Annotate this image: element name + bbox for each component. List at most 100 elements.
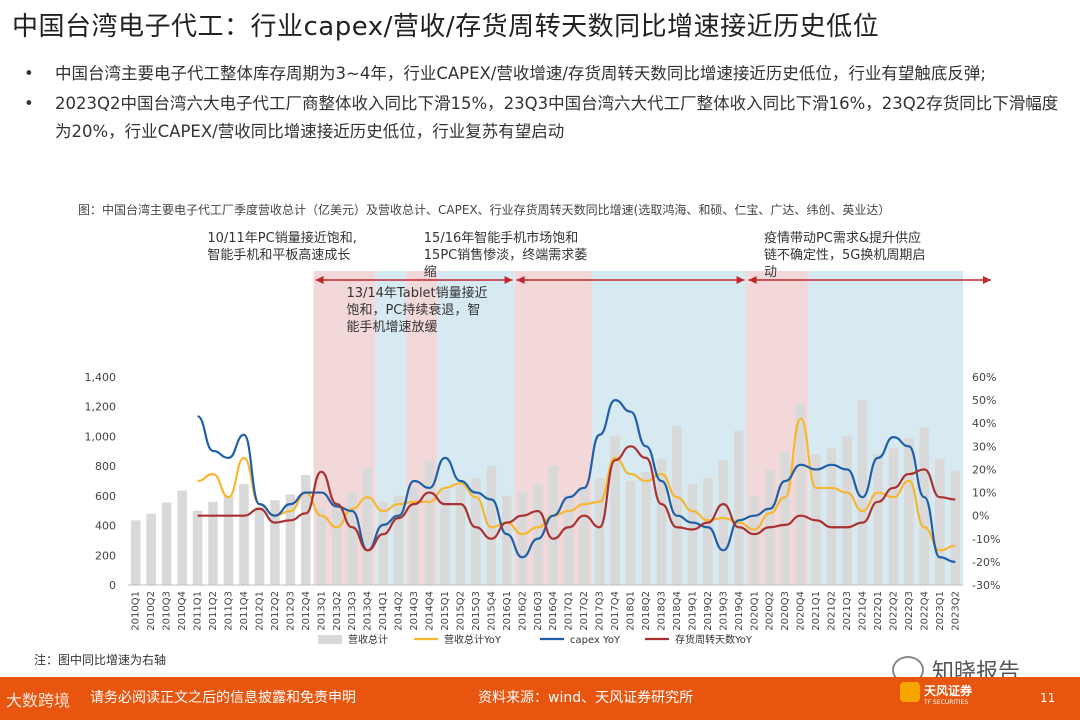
disclaimer-text: 请务必阅读正文之后的信息披露和免责申明 bbox=[90, 690, 356, 706]
legend-label: 营收总计YoY bbox=[444, 633, 502, 646]
revenue-bar bbox=[532, 483, 543, 585]
logo-icon bbox=[900, 682, 920, 702]
right-tick-label: 30% bbox=[972, 440, 996, 453]
revenue-bar bbox=[471, 478, 481, 585]
x-tick-label: 2021Q2 bbox=[827, 591, 838, 631]
source-text: 资料来源：wind、天风证券研究所 bbox=[478, 690, 694, 706]
arrow-head-right bbox=[504, 276, 513, 284]
revenue-bar bbox=[842, 436, 852, 585]
revenue-bar bbox=[656, 458, 667, 585]
revenue-bar bbox=[517, 491, 528, 585]
x-tick-label: 2011Q3 bbox=[224, 591, 235, 631]
page-number: 11 bbox=[1040, 691, 1056, 705]
revenue-bar bbox=[254, 507, 265, 585]
x-tick-label: 2012Q4 bbox=[301, 591, 312, 631]
left-tick-label: 1,400 bbox=[85, 371, 117, 384]
x-tick-label: 2012Q2 bbox=[270, 591, 281, 631]
arrow-head-left bbox=[748, 276, 757, 284]
annotation-text: 智能手机和平板高速成长 bbox=[207, 247, 350, 263]
annotation-text: 缩 bbox=[424, 264, 437, 280]
revenue-bar bbox=[285, 494, 296, 585]
x-tick-label: 2019Q3 bbox=[718, 591, 729, 631]
revenue-bar bbox=[857, 400, 868, 585]
x-tick-label: 2019Q2 bbox=[703, 591, 714, 631]
bullet-item: • 2023Q2中国台湾六大电子代工厂商整体收入同比下滑15%，23Q3中国台湾… bbox=[22, 90, 1062, 146]
revenue-bar bbox=[687, 483, 698, 585]
x-tick-label: 2013Q3 bbox=[347, 591, 358, 631]
left-tick-label: 800 bbox=[95, 460, 116, 473]
revenue-bar bbox=[625, 481, 636, 585]
x-tick-label: 2011Q2 bbox=[208, 591, 219, 631]
x-tick-label: 2014Q2 bbox=[394, 591, 405, 631]
left-tick-label: 1,200 bbox=[85, 401, 117, 414]
logo-text: 天风证券 bbox=[924, 684, 973, 698]
left-tick-label: 1,000 bbox=[85, 430, 117, 443]
revenue-bar bbox=[316, 507, 327, 585]
x-tick-label: 2011Q1 bbox=[193, 591, 204, 631]
x-tick-label: 2015Q1 bbox=[440, 591, 451, 631]
x-tick-label: 2018Q3 bbox=[656, 591, 667, 631]
x-tick-label: 2016Q2 bbox=[517, 591, 528, 631]
x-tick-label: 2017Q1 bbox=[564, 591, 575, 631]
chart-note: 注：图中同比增速为右轴 bbox=[34, 653, 167, 667]
right-tick-label: 0% bbox=[972, 510, 989, 523]
arrow-head-left bbox=[516, 276, 525, 284]
revenue-bar bbox=[873, 454, 883, 585]
x-tick-label: 2018Q1 bbox=[626, 591, 637, 631]
annotation-text: 能手机增速放缓 bbox=[346, 320, 437, 335]
x-tick-label: 2016Q3 bbox=[533, 591, 544, 631]
revenue-bar bbox=[393, 495, 404, 585]
revenue-bar bbox=[749, 495, 760, 585]
combo-chart: 0 200 400 600 800 1,000 1,200 1,400 -30% -20% -10%… bbox=[85, 230, 1001, 646]
x-tick-label: 2010Q2 bbox=[146, 591, 157, 631]
revenue-bar bbox=[455, 482, 466, 585]
x-tick-label: 2016Q1 bbox=[502, 591, 513, 631]
x-tick-label: 2020Q3 bbox=[780, 591, 791, 631]
revenue-bar bbox=[223, 495, 234, 585]
legend-swatch bbox=[318, 635, 342, 644]
x-tick-label: 2022Q2 bbox=[888, 591, 899, 631]
revenue-bar bbox=[904, 437, 914, 585]
legend-label: 存货周转天数YoY bbox=[675, 633, 753, 646]
brand-logo: 天风证券 TF SECURITIES bbox=[900, 680, 992, 716]
revenue-bar bbox=[486, 466, 497, 585]
x-tick-label: 2013Q4 bbox=[363, 591, 374, 631]
x-tick-label: 2010Q3 bbox=[162, 591, 173, 631]
revenue-bar bbox=[950, 470, 961, 585]
right-tick-label: 60% bbox=[972, 371, 996, 384]
revenue-yoy-line bbox=[197, 417, 956, 552]
x-tick-label: 2015Q3 bbox=[471, 591, 482, 631]
x-tick-label: 2023Q1 bbox=[935, 591, 946, 631]
revenue-bar bbox=[641, 472, 651, 585]
x-tick-label: 2020Q4 bbox=[796, 591, 807, 631]
x-tick-label: 2022Q1 bbox=[873, 591, 884, 631]
page-title: 中国台湾电子代工：行业capex/营收/存货周转天数同比增速接近历史低位 bbox=[12, 12, 880, 42]
bullet-dot: • bbox=[24, 64, 34, 83]
x-tick-label: 2013Q1 bbox=[316, 591, 327, 631]
x-tick-label: 2019Q1 bbox=[687, 591, 698, 631]
x-tick-label: 2021Q4 bbox=[857, 591, 868, 631]
revenue-bar bbox=[362, 467, 373, 585]
left-tick-label: 0 bbox=[109, 579, 116, 592]
revenue-bar bbox=[161, 502, 172, 585]
bullet-text: 2023Q2中国台湾六大电子代工厂商整体收入同比下滑15%，23Q3中国台湾六大… bbox=[55, 94, 1059, 141]
revenue-bar bbox=[301, 475, 311, 585]
x-tick-label: 2010Q4 bbox=[177, 591, 188, 631]
legend: 营收总计 营收总计YoY capex YoY 存货周转天数YoY bbox=[318, 633, 753, 646]
revenue-bar bbox=[610, 436, 620, 585]
revenue-bar bbox=[331, 501, 342, 585]
annotation-text: 13/14年Tablet销量接近 bbox=[346, 285, 487, 301]
x-tick-label: 2022Q4 bbox=[919, 591, 930, 631]
right-tick-label: -10% bbox=[972, 533, 1000, 546]
x-tick-label: 2022Q3 bbox=[904, 591, 915, 631]
x-tick-label: 2012Q3 bbox=[285, 591, 296, 631]
annotation-text: 疫情带动PC需求&提升供应 bbox=[764, 230, 921, 246]
revenue-bar bbox=[718, 460, 729, 585]
left-tick-label: 200 bbox=[95, 549, 116, 562]
annotation-text: 饱和，PC持续衰退，智 bbox=[346, 302, 480, 318]
chart-caption: 图：中国台湾主要电子代工厂季度营收总计（亿美元）及营收总计、CAPEX、行业存货… bbox=[78, 203, 891, 217]
revenue-bar bbox=[440, 489, 450, 585]
x-tick-label: 2015Q4 bbox=[486, 591, 497, 631]
x-tick-label: 2014Q3 bbox=[409, 591, 420, 631]
logo-subtext: TF SECURITIES bbox=[924, 699, 969, 706]
